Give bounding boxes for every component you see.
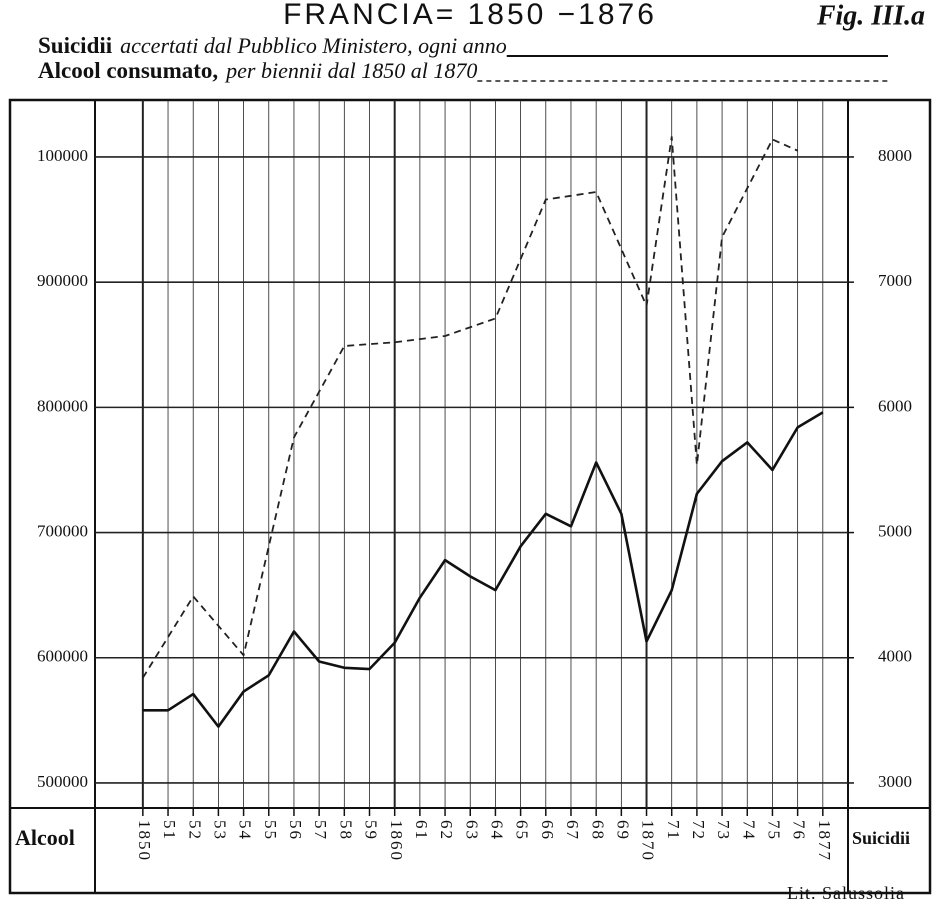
x-tick-label: 63 <box>462 820 481 841</box>
legend-entry: Alcool consumato, per biennii dal 1850 al… <box>38 58 477 83</box>
x-tick-label: 56 <box>286 820 305 841</box>
legend-name: Suicidii <box>38 33 113 58</box>
y2-tick-label: 6000 <box>878 396 912 415</box>
x-tick-label: 59 <box>362 820 381 841</box>
y-tick-label: 500000 <box>37 772 88 791</box>
x-tick-label: 54 <box>236 820 255 841</box>
chart-title: FRANCIA= 1850 −1876 <box>283 0 657 31</box>
y2-tick-label: 3000 <box>878 772 912 791</box>
y-tick-label: 600000 <box>37 647 88 666</box>
x-tick-label: 55 <box>261 820 280 841</box>
x-tick-label: 67 <box>563 820 582 841</box>
x-tick-label: 57 <box>311 820 330 841</box>
y2-axis-label: Suicidii <box>852 828 910 848</box>
y-tick-label: 700000 <box>37 521 88 540</box>
x-tick-label: 1870 <box>639 820 658 862</box>
x-tick-label: 76 <box>790 820 809 841</box>
x-tick-label: 1860 <box>387 820 406 862</box>
x-tick-label: 1850 <box>135 820 154 862</box>
x-tick-label: 64 <box>488 820 507 841</box>
x-tick-label: 58 <box>336 820 355 841</box>
x-tick-label: 53 <box>210 820 229 841</box>
y2-tick-label: 8000 <box>878 146 912 165</box>
credit: Lit. Salussolia <box>787 883 905 903</box>
x-tick-label: 74 <box>739 820 758 841</box>
x-tick-label: 75 <box>765 820 784 841</box>
y-tick-label: 800000 <box>37 396 88 415</box>
x-tick-label: 72 <box>689 820 708 841</box>
x-tick-label: 51 <box>160 820 179 841</box>
legend-name: Alcool consumato, <box>38 58 218 83</box>
y2-tick-label: 4000 <box>878 647 912 666</box>
x-tick-label: 73 <box>714 820 733 841</box>
x-tick-label: 69 <box>613 820 632 841</box>
x-tick-label: 71 <box>664 820 683 841</box>
x-tick-label: 68 <box>588 820 607 841</box>
x-tick-label: 52 <box>185 820 204 841</box>
y-axis-label: Alcool <box>15 825 75 850</box>
y2-tick-label: 7000 <box>878 271 912 290</box>
series-line <box>142 136 798 679</box>
x-tick-label: 65 <box>513 820 532 841</box>
legend-note: per biennii dal 1850 al 1870 <box>224 58 477 83</box>
figure-label: Fig. III.a <box>816 0 925 31</box>
x-tick-label: 62 <box>437 820 456 841</box>
legend-entry: Suicidii accertati dal Pubblico Ministero… <box>38 33 507 58</box>
x-tick-label: 61 <box>412 820 431 841</box>
y2-tick-label: 5000 <box>878 521 912 540</box>
y-tick-label: 900000 <box>37 271 88 290</box>
series-line <box>142 411 824 728</box>
x-tick-label: 66 <box>538 820 557 841</box>
x-tick-label: 1877 <box>815 820 834 862</box>
legend-note: accertati dal Pubblico Ministero, ogni a… <box>120 33 507 58</box>
y-tick-label: 100000 <box>37 146 88 165</box>
